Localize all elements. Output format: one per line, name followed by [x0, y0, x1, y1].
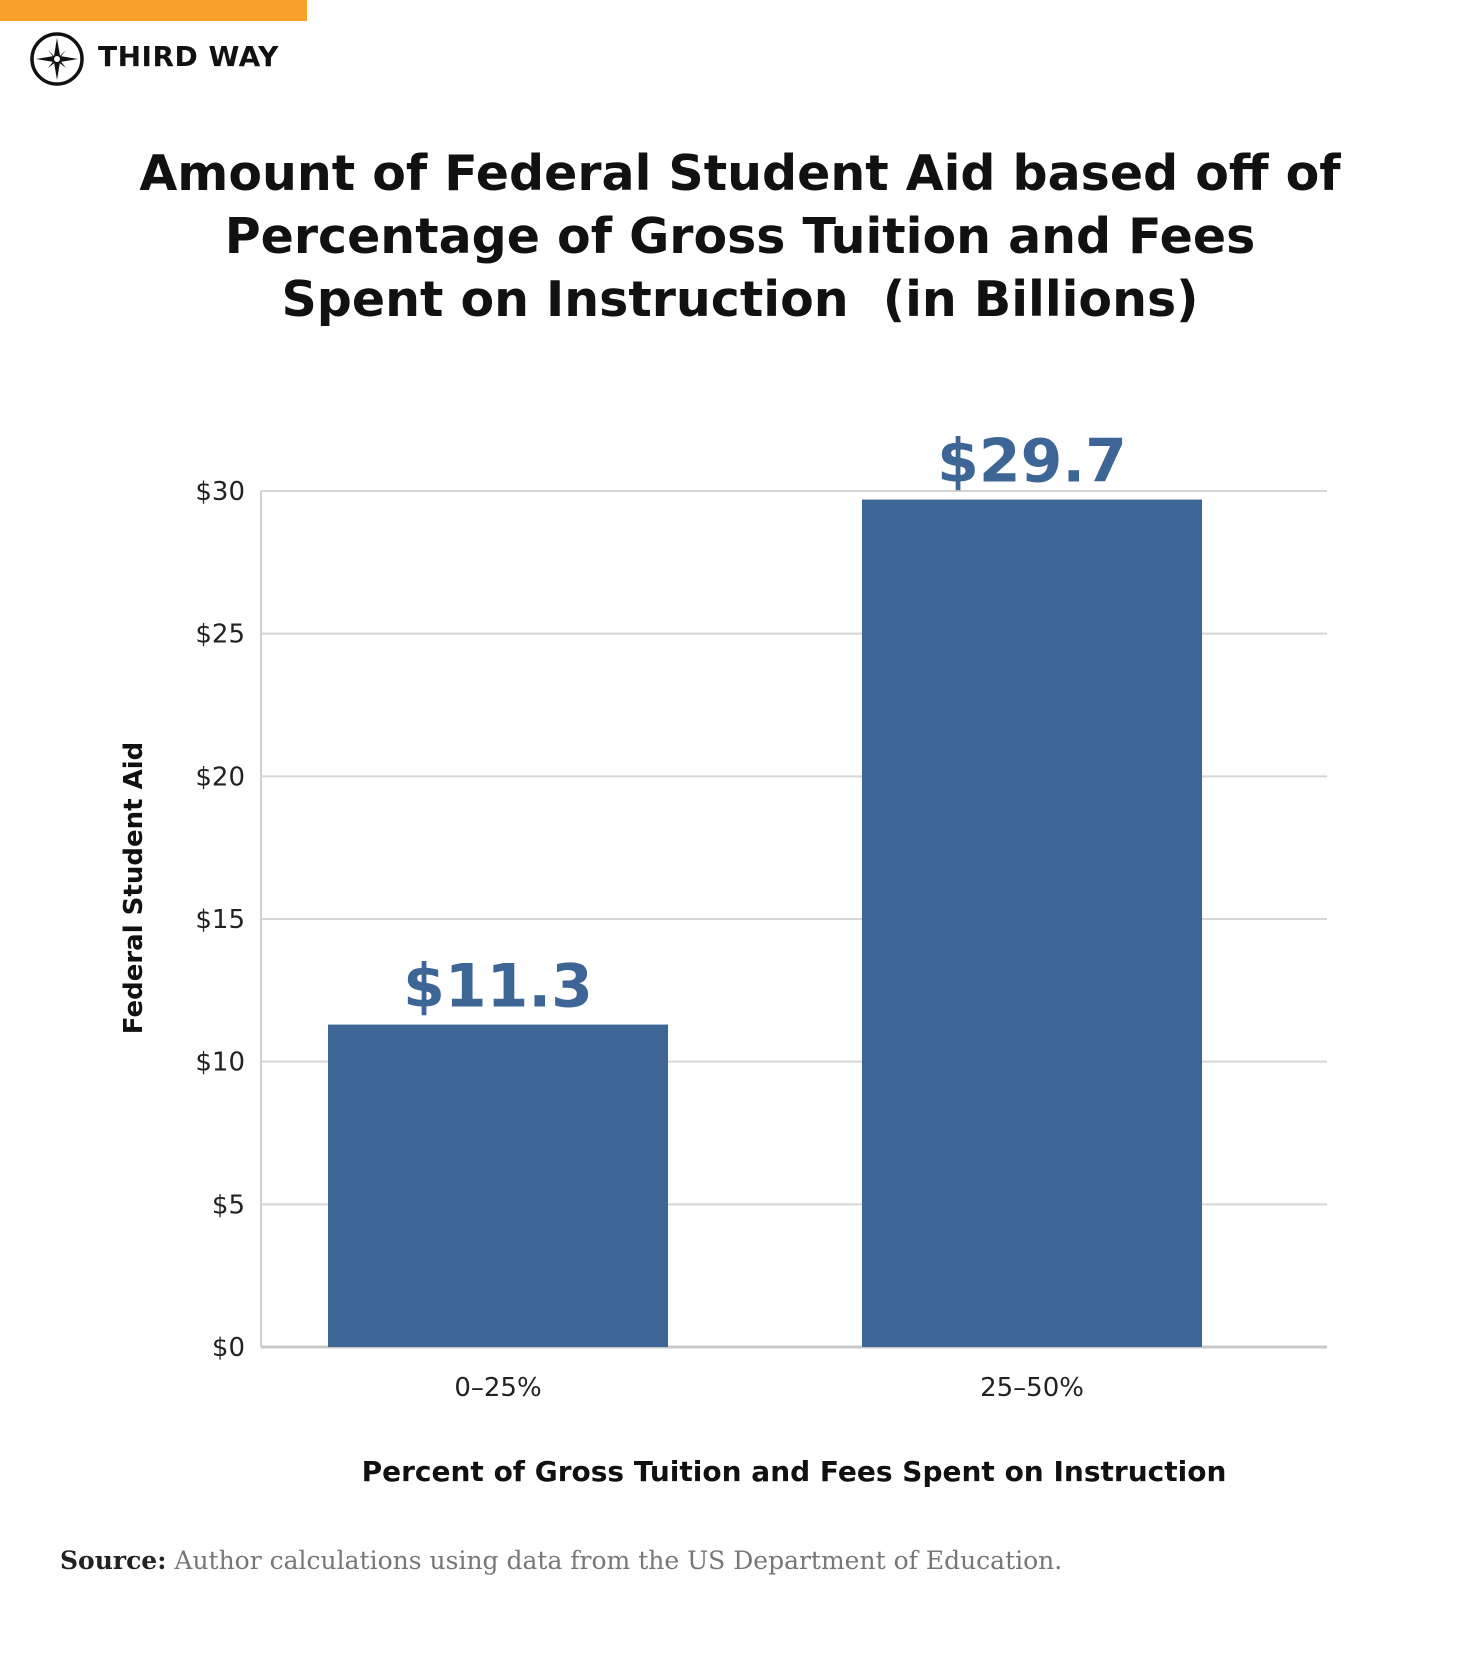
- x-tick-label: 0–25%: [454, 1373, 541, 1403]
- brand-name: THIRD WAY: [98, 40, 279, 73]
- source-note: Source: Author calculations using data f…: [60, 1546, 1062, 1575]
- source-label: Source:: [60, 1546, 167, 1575]
- y-tick-label: $20: [195, 762, 245, 792]
- y-tick-label: $5: [212, 1190, 245, 1220]
- compass-star-icon: [30, 32, 84, 86]
- data-label: $29.7: [937, 427, 1127, 497]
- x-axis-label: Percent of Gross Tuition and Fees Spent …: [362, 1455, 1227, 1488]
- y-tick-label: $25: [195, 620, 245, 650]
- title-line: Percentage of Gross Tuition and Fees: [224, 208, 1256, 265]
- y-tick-label: $0: [212, 1333, 245, 1363]
- x-tick-label: 25–50%: [980, 1373, 1084, 1403]
- y-axis-label: Federal Student Aid: [119, 742, 149, 1034]
- accent-bar: [0, 0, 307, 21]
- bar: [328, 1024, 668, 1347]
- y-tick-label: $15: [195, 905, 245, 935]
- data-label: $11.3: [403, 952, 593, 1022]
- y-tick-label: $30: [195, 477, 245, 507]
- title-line: Amount of Federal Student Aid based off …: [139, 145, 1341, 202]
- source-text: Author calculations using data from the …: [166, 1546, 1063, 1575]
- chart-title: Amount of Federal Student Aid based off …: [100, 142, 1380, 331]
- bar: [862, 499, 1202, 1347]
- y-tick-label: $10: [195, 1048, 245, 1078]
- title-line: Spent on Instruction (in Billions): [281, 271, 1199, 328]
